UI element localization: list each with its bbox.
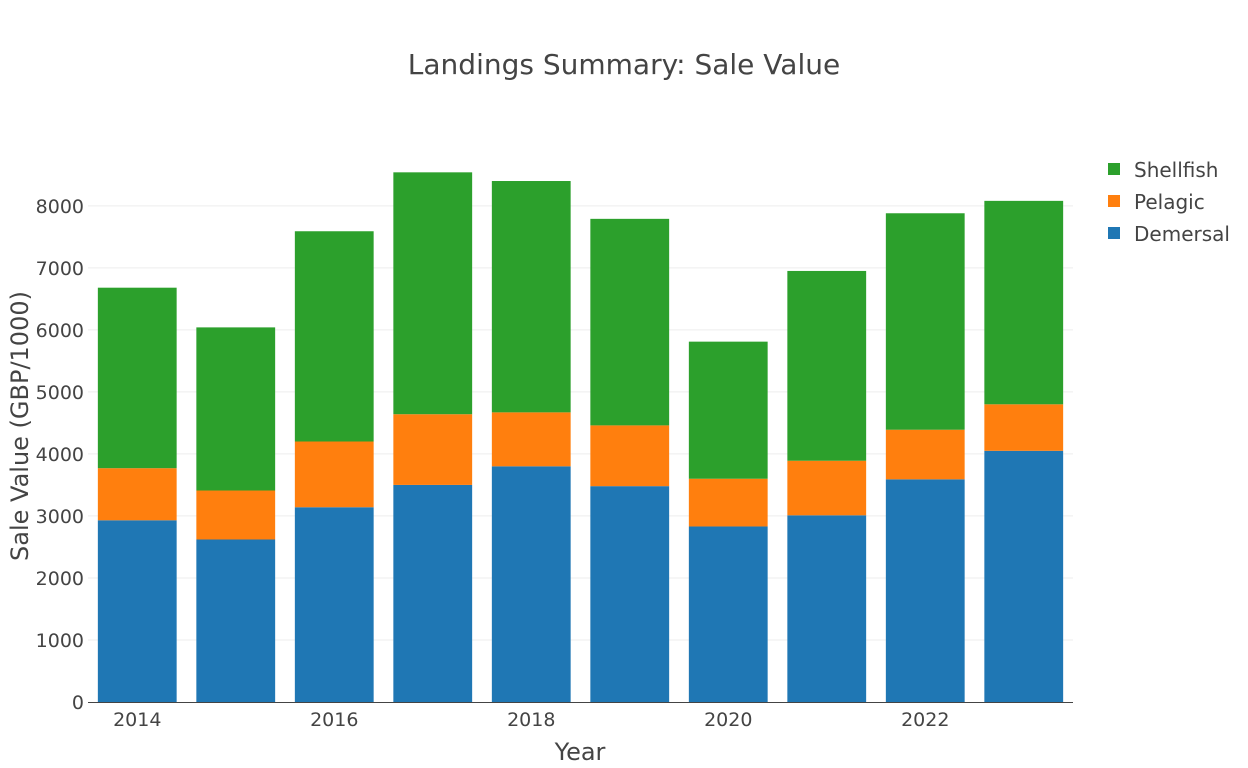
y-tick-label: 3000: [36, 506, 84, 528]
bar-demersal-2021[interactable]: [787, 515, 867, 702]
x-tick-label: 2018: [507, 709, 555, 731]
bar-pelagic-2020[interactable]: [688, 478, 768, 527]
bar-shellfish-2017[interactable]: [393, 172, 473, 415]
bar-shellfish-2022[interactable]: [885, 213, 965, 430]
bar-shellfish-2016[interactable]: [294, 231, 374, 442]
bar-demersal-2017[interactable]: [393, 484, 473, 702]
bar-demersal-2022[interactable]: [885, 479, 965, 702]
legend-item-demersal[interactable]: Demersal: [1108, 222, 1230, 246]
bar-shellfish-2020[interactable]: [688, 341, 768, 479]
legend[interactable]: Shellfish Pelagic Demersal: [1108, 158, 1230, 246]
bar-shellfish-2023[interactable]: [984, 200, 1064, 405]
legend-item-shellfish[interactable]: Shellfish: [1108, 158, 1218, 182]
bar-pelagic-2017[interactable]: [393, 414, 473, 485]
bar-pelagic-2018[interactable]: [491, 412, 571, 467]
bar-pelagic-2014[interactable]: [97, 468, 177, 521]
legend-item-pelagic[interactable]: Pelagic: [1108, 190, 1205, 214]
bar-shellfish-2021[interactable]: [787, 270, 867, 461]
x-tick-label: 2014: [113, 709, 161, 731]
x-tick-label: 2020: [704, 709, 752, 731]
bars: [97, 172, 1064, 702]
bar-shellfish-2015[interactable]: [196, 327, 276, 491]
bar-pelagic-2023[interactable]: [984, 404, 1064, 451]
bar-demersal-2023[interactable]: [984, 450, 1064, 702]
chart-title: Landings Summary: Sale Value: [408, 48, 840, 81]
bar-pelagic-2021[interactable]: [787, 460, 867, 516]
y-tick-label: 6000: [36, 320, 84, 342]
legend-label: Pelagic: [1134, 190, 1205, 214]
bar-demersal-2015[interactable]: [196, 539, 276, 702]
y-tick-label: 7000: [36, 258, 84, 280]
bar-pelagic-2015[interactable]: [196, 490, 276, 540]
y-tick-label: 2000: [36, 568, 84, 590]
legend-swatch: [1108, 227, 1120, 239]
bar-shellfish-2014[interactable]: [97, 287, 177, 469]
legend-swatch: [1108, 163, 1120, 175]
x-tick-label: 2022: [901, 709, 949, 731]
y-tick-label: 8000: [36, 196, 84, 218]
bar-pelagic-2019[interactable]: [590, 425, 670, 487]
x-tick-label: 2016: [310, 709, 358, 731]
bar-pelagic-2016[interactable]: [294, 441, 374, 508]
y-tick-label: 5000: [36, 382, 84, 404]
bar-demersal-2016[interactable]: [294, 507, 374, 702]
x-axis-title: Year: [554, 738, 606, 766]
bar-demersal-2014[interactable]: [97, 520, 177, 702]
y-axis-title: Sale Value (GBP/1000): [6, 291, 34, 561]
bar-demersal-2020[interactable]: [688, 526, 768, 702]
legend-swatch: [1108, 195, 1120, 207]
bar-pelagic-2022[interactable]: [885, 429, 965, 480]
axes: 0 1000 2000 3000 4000 5000 6000 7000 8000 2014 201…: [36, 196, 1073, 731]
bar-shellfish-2018[interactable]: [491, 181, 571, 413]
legend-label: Demersal: [1134, 222, 1230, 246]
y-tick-label: 0: [72, 692, 84, 714]
bar-shellfish-2019[interactable]: [590, 218, 670, 426]
y-tick-label: 4000: [36, 444, 84, 466]
y-tick-label: 1000: [36, 630, 84, 652]
bar-demersal-2019[interactable]: [590, 486, 670, 702]
bar-demersal-2018[interactable]: [491, 466, 571, 702]
legend-label: Shellfish: [1134, 158, 1218, 182]
